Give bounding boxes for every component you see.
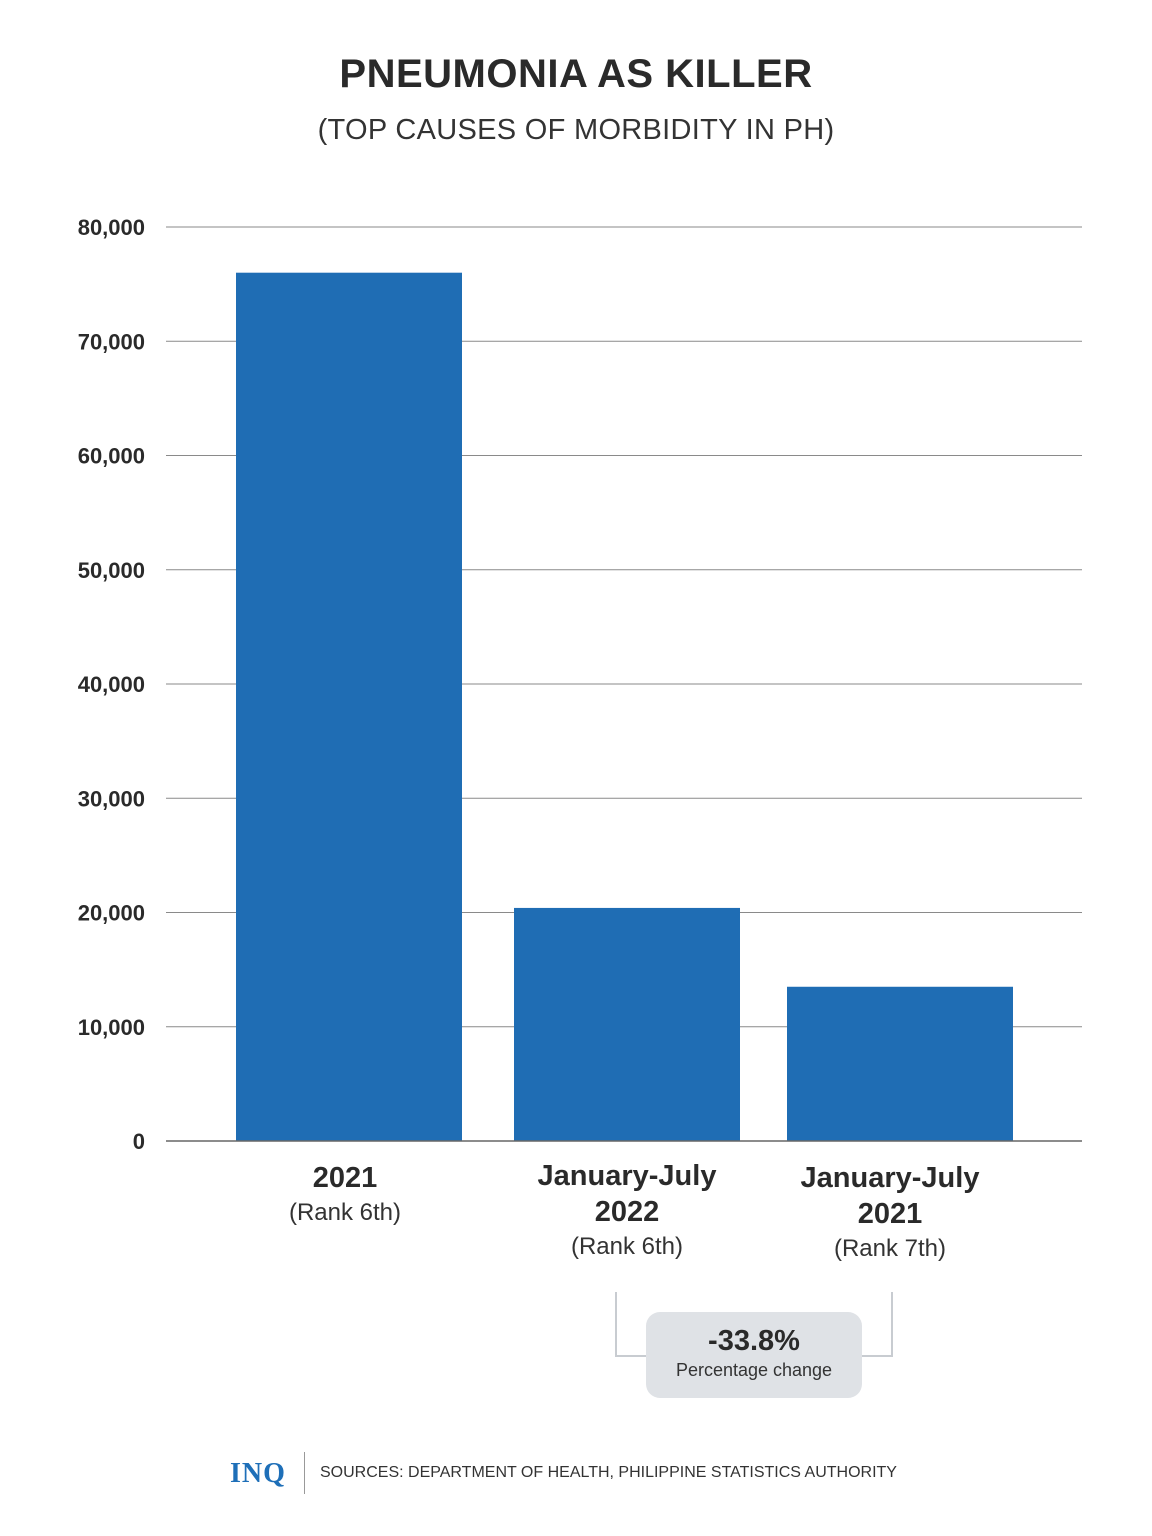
chart-title: PNEUMONIA AS KILLER	[339, 52, 813, 96]
category-name-line: 2021	[857, 1198, 923, 1230]
sources-text: SOURCES: DEPARTMENT OF HEALTH, PHILIPPIN…	[320, 1464, 897, 1481]
category-label-2: January-July 2022 (Rank 6th)	[497, 1158, 757, 1264]
percentage-change-value: -33.8%	[708, 1325, 800, 1357]
y-tick-label: 40,000	[78, 672, 145, 697]
footer-divider	[304, 1452, 305, 1494]
y-tick-label: 10,000	[78, 1015, 145, 1040]
y-tick-label: 30,000	[78, 786, 145, 811]
category-label-3: January-July 2021 (Rank 7th)	[760, 1160, 1020, 1266]
category-rank: (Rank 7th)	[833, 1235, 947, 1262]
category-name-line: 2021	[312, 1162, 378, 1194]
category-rank: (Rank 6th)	[570, 1233, 684, 1260]
chart-subtitle: (TOP CAUSES OF MORBIDITY IN PH)	[317, 114, 835, 146]
y-tick-label: 70,000	[78, 329, 145, 354]
y-tick-label: 60,000	[78, 444, 145, 469]
category-name-line: 2022	[594, 1196, 660, 1228]
y-tick-label: 20,000	[78, 901, 145, 926]
category-label-1: 2021 (Rank 6th)	[215, 1160, 475, 1230]
footer: INQ SOURCES: DEPARTMENT OF HEALTH, PHILI…	[0, 1452, 1152, 1496]
bar	[236, 272, 462, 1141]
category-rank: (Rank 6th)	[288, 1199, 402, 1226]
bar	[787, 986, 1013, 1141]
category-name-line: January-July	[537, 1160, 717, 1192]
y-tick-label: 0	[133, 1129, 145, 1154]
inq-logo: INQ	[230, 1458, 286, 1489]
y-tick-label: 50,000	[78, 558, 145, 583]
y-tick-label: 80,000	[78, 215, 145, 240]
category-name-line: January-July	[800, 1162, 980, 1194]
percentage-change-label: Percentage change	[675, 1360, 833, 1380]
percentage-change-box: -33.8% Percentage change	[646, 1312, 862, 1398]
bar	[514, 907, 740, 1141]
